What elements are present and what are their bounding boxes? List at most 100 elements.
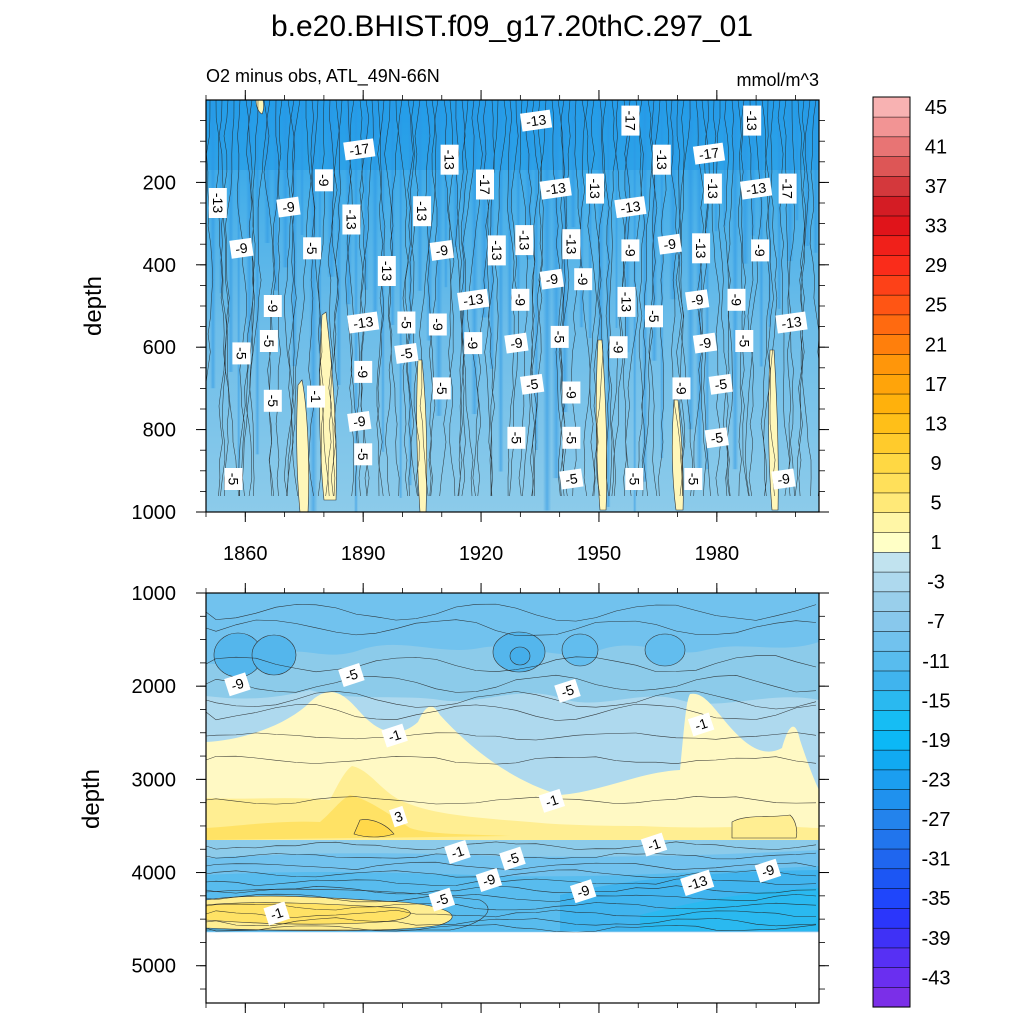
contour-label-bg [457,288,490,311]
y-tick-label: 5000 [132,956,177,978]
colorbar-box [872,334,911,355]
contour-label-bg [499,846,526,871]
contour-label-bg [338,663,365,687]
contour-label-bg [354,360,373,383]
contour-label: -9 [229,237,254,259]
contour-label: -9 [539,268,564,290]
contour-label-bg [487,235,506,266]
contour-label: -9 [692,332,718,354]
colorbar-box [872,848,911,870]
colorbar-box [872,472,911,494]
contour-label-text: -17 [622,110,638,130]
contour-label-text: -9 [729,294,745,307]
y-tick-label: 4000 [132,863,177,885]
contour-label: -5 [625,468,644,490]
contour-label: -9 [428,313,447,336]
contour-label-text: -5 [355,448,371,461]
contour-label-text: -5 [552,331,568,344]
colorbar-box [872,452,911,474]
contour-label-text: -13 [587,178,603,198]
colorbar-tick-label: -3 [927,572,945,594]
colorbar-box [872,492,911,513]
contour-label-bg [428,313,447,336]
contour-label-text: -5 [399,345,414,363]
upper-positive-anomaly [255,100,779,512]
contour-label-bg [640,832,668,857]
contour-label-bg [276,196,301,218]
contour-label: -13 [519,109,553,132]
contour-label-bg [476,169,494,200]
contour-label-text: -5 [504,849,521,868]
contour-label: -5 [684,468,703,490]
contour-label: -13 [562,229,581,260]
colorbar-box [872,413,911,434]
colorbar-box [872,353,911,375]
contour-label-bg [771,468,796,490]
contour-label-bg [504,332,529,354]
colorbar-tick-label: 25 [925,295,947,317]
contour-label: -5 [735,330,754,352]
contour-label-text: -5 [265,395,281,408]
contour-label-text: -13 [343,209,359,229]
colorbar-box [872,967,911,988]
contour-label: -5 [259,330,278,352]
contour-label-bg [342,204,361,235]
contour-label-bg [507,426,526,449]
contour-label-bg [303,237,322,260]
contour-label-text: -13 [705,178,721,198]
contour-label-bg [354,443,373,466]
colorbar-box [872,650,911,672]
colorbar-tick-label: -35 [922,888,951,910]
contour-label-text: -13 [414,201,430,221]
contour-label-bg [614,196,647,219]
x-tick-label: 1920 [459,543,504,565]
colorbar-box [872,729,911,751]
contour-label-text: -13 [442,150,458,170]
contour-label-bg [389,805,408,828]
contour-label: -9 [562,381,581,404]
contour-label-text: -9 [776,470,791,488]
contour-label: -9 [314,169,333,192]
contour-label-text: -9 [545,270,560,288]
contour-label-text: -17 [477,174,493,194]
y-tick-label: 600 [143,337,176,359]
contour-label-bg [515,225,534,256]
contour-label: -5 [550,325,569,348]
contour-label-text: -13 [780,313,802,332]
contour-label: -9 [429,239,454,261]
contour-label-text: -5 [559,681,576,700]
contour-label-text: -13 [745,179,767,198]
x-tick-label: 1950 [577,543,622,565]
contour-label-text: -9 [611,341,627,354]
contour-label-text: -5 [398,316,414,329]
contour-label: -9 [263,295,282,317]
contour-label-bg [464,332,483,355]
contour-label: -13 [703,173,722,204]
colorbar-tick-label: 9 [930,453,941,475]
colorbar: 45 41 37 33 29 25 21 17 13 9 5 1 -3 -7 -11 -15 -19 -23 -27… [872,96,951,1008]
colorbar-box [872,195,911,217]
contour-label-text: -5 [226,473,242,486]
contour-label-text: -9 [563,386,579,399]
contour-label: -5 [708,373,733,395]
contour-label-bg [645,305,663,328]
contour-label-text: -9 [229,675,246,694]
colorbar-tick-label: -15 [922,690,951,712]
contour-label-bg [562,229,581,260]
colorbar-box [872,571,911,593]
contour-label: -9 [276,196,301,218]
contour-label-text: -5 [685,473,701,486]
contour-label-bg [680,869,715,896]
contour-label-text: -9 [512,294,528,307]
colorbar-box [872,255,911,276]
contour-label: -5 [432,377,451,400]
contour-label: -13 [208,188,227,218]
contour-label-text: -5 [714,375,729,393]
contour-label: -9 [347,410,372,432]
colorbar-box [872,710,911,731]
contour-label-bg [263,901,290,926]
contour-label-text: -9 [481,870,498,889]
contour-label: -5 [704,427,729,449]
contour-label-bg [554,678,581,703]
contour-label-text: -9 [435,242,450,260]
